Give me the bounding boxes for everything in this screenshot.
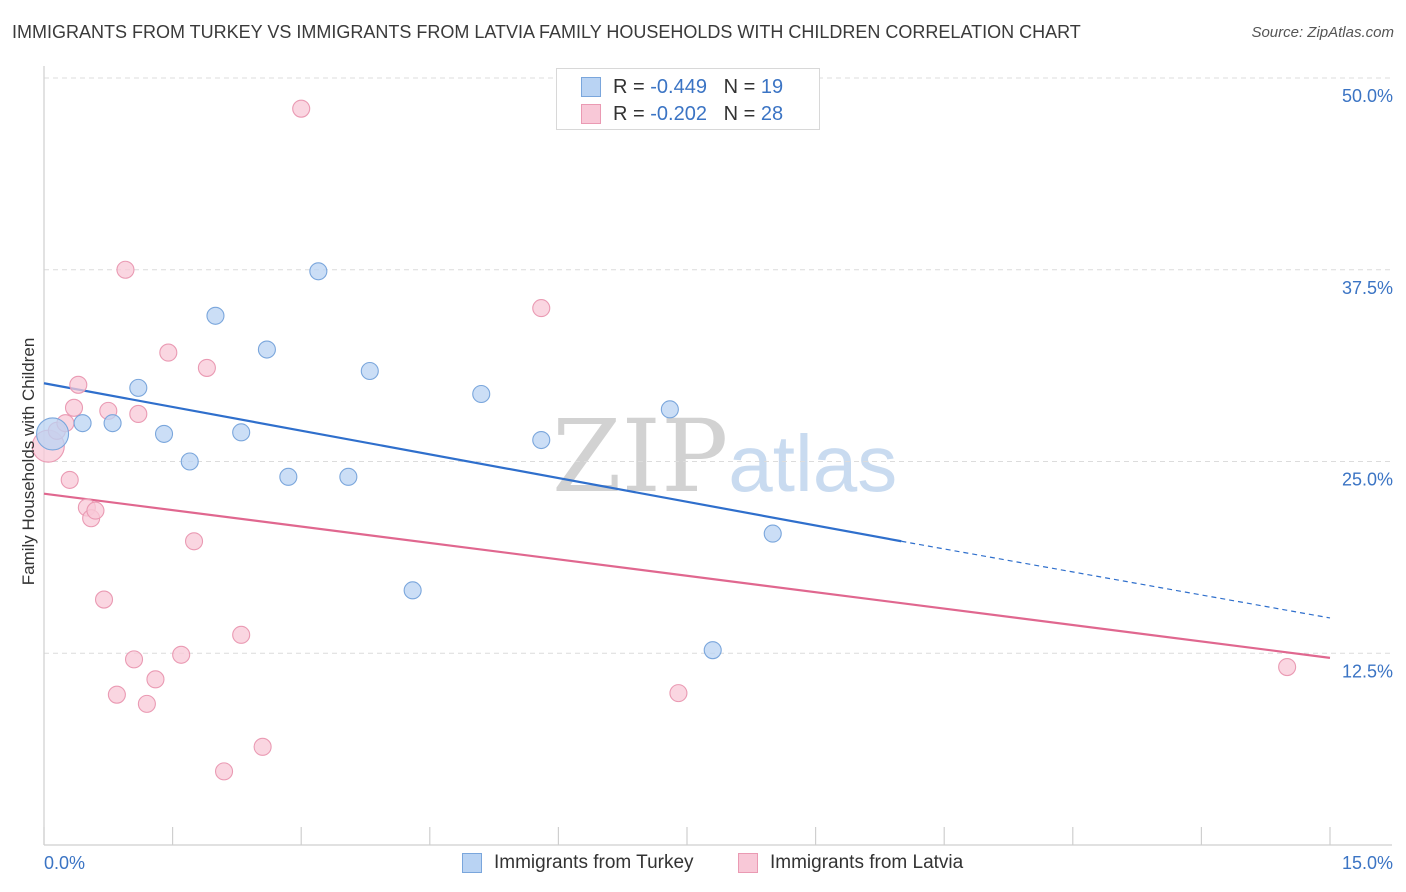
- point-turkey: [73, 414, 92, 433]
- point-latvia: [69, 375, 88, 394]
- y-tick-label: 25.0%: [1342, 470, 1393, 490]
- point-latvia: [116, 260, 135, 279]
- legend-n-label: N =: [723, 76, 761, 98]
- point-turkey: [36, 417, 70, 451]
- y-tick-label: 37.5%: [1342, 278, 1393, 298]
- point-latvia: [64, 398, 84, 417]
- point-latvia: [94, 590, 114, 609]
- x-tick-label: 15.0%: [1342, 853, 1393, 873]
- point-turkey: [103, 414, 122, 433]
- correlation-legend: R = -0.449 N = 19 R = -0.202 N = 28: [556, 68, 820, 130]
- legend-swatch-turkey: [581, 77, 601, 97]
- watermark: ZIPatlas: [552, 398, 897, 515]
- point-latvia: [107, 685, 126, 704]
- point-latvia: [253, 737, 272, 756]
- point-latvia: [137, 694, 156, 713]
- trend-line-turkey-extension: [901, 540, 1331, 619]
- point-turkey: [154, 424, 174, 443]
- legend-n-label: N =: [723, 103, 761, 125]
- data-points: [31, 99, 1297, 781]
- point-turkey: [232, 423, 251, 442]
- x-tick-label: 0.0%: [44, 853, 85, 873]
- legend-r-label: R =: [613, 76, 651, 98]
- point-latvia: [532, 299, 551, 318]
- tick-labels: 12.5% 25.0% 37.5% 50.0% 0.0% 15.0% Family Hous…: [19, 86, 1393, 873]
- point-turkey: [532, 430, 551, 450]
- point-turkey: [660, 400, 679, 419]
- legend-n-value-latvia: 28: [760, 103, 784, 125]
- point-turkey: [763, 524, 782, 543]
- point-turkey: [309, 262, 328, 281]
- trend-line-latvia: [43, 492, 1331, 659]
- watermark-zip: ZIP: [552, 398, 729, 515]
- point-turkey: [472, 384, 491, 404]
- legend-swatch-latvia: [581, 104, 601, 124]
- point-turkey: [279, 467, 298, 486]
- legend-r-value-turkey: -0.449: [650, 76, 707, 98]
- watermark-atlas: atlas: [728, 419, 898, 508]
- point-latvia: [214, 762, 234, 781]
- point-turkey: [206, 306, 225, 325]
- y-tick-label: 12.5%: [1342, 661, 1393, 681]
- point-latvia: [124, 650, 144, 669]
- point-latvia: [232, 625, 251, 644]
- point-latvia: [146, 670, 165, 689]
- gridlines: [44, 77, 1392, 654]
- point-turkey: [360, 361, 379, 381]
- point-turkey: [339, 467, 358, 486]
- point-latvia: [159, 343, 178, 362]
- point-turkey: [129, 378, 148, 397]
- trend-line-turkey: [43, 382, 902, 543]
- point-latvia: [129, 404, 148, 423]
- point-latvia: [184, 532, 204, 551]
- legend-text-turkey: R = -0.449 N = 19: [613, 76, 783, 99]
- point-latvia: [86, 501, 105, 520]
- legend-r-value-latvia: -0.202: [650, 103, 707, 125]
- axes: [43, 66, 1392, 846]
- point-turkey: [403, 581, 422, 600]
- point-latvia: [172, 645, 191, 664]
- point-latvia: [669, 684, 688, 703]
- bottom-legend-label-turkey: Immigrants from Turkey: [494, 852, 694, 873]
- legend-n-value-turkey: 19: [760, 76, 784, 98]
- point-turkey: [703, 641, 722, 660]
- point-turkey: [180, 452, 199, 471]
- trend-lines: [43, 382, 1331, 659]
- point-turkey: [257, 340, 276, 359]
- bottom-legend-swatch-latvia: [738, 853, 758, 873]
- y-tick-label: 50.0%: [1342, 86, 1393, 106]
- y-axis-title: Family Households with Children: [19, 338, 38, 586]
- chart-title: IMMIGRANTS FROM TURKEY VS IMMIGRANTS FRO…: [12, 22, 1081, 42]
- point-latvia: [1278, 658, 1297, 677]
- legend-r-label: R =: [613, 103, 651, 125]
- bottom-legend-swatch-turkey: [462, 853, 482, 873]
- legend-text-latvia: R = -0.202 N = 28: [613, 103, 783, 126]
- point-latvia: [292, 99, 311, 118]
- point-latvia: [60, 470, 79, 489]
- point-latvia: [197, 358, 216, 377]
- source-label: Source: ZipAtlas.com: [1251, 24, 1394, 41]
- bottom-legend-label-latvia: Immigrants from Latvia: [770, 852, 964, 873]
